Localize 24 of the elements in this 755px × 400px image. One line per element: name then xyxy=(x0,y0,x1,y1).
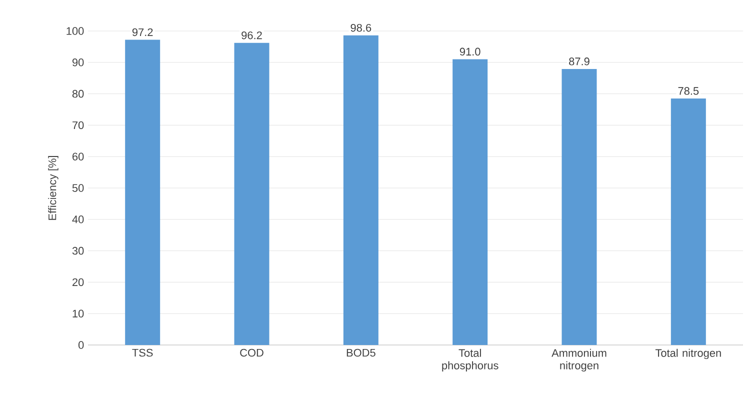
y-axis-title: Efficiency [%] xyxy=(48,156,58,220)
data-label: 78.5 xyxy=(678,87,699,95)
y-tick-label: 20 xyxy=(72,278,84,286)
y-tick-label: 40 xyxy=(72,216,84,224)
x-tick-label: COD xyxy=(240,348,264,357)
x-tick-label: BOD5 xyxy=(346,348,376,357)
y-tick-label: 100 xyxy=(66,27,84,35)
y-tick-label: 60 xyxy=(72,152,84,160)
y-tick-label: 70 xyxy=(72,121,84,130)
x-tick-label: Total nitrogen xyxy=(655,348,721,360)
x-tick-label: Total phosphorus xyxy=(442,348,498,372)
y-tick-label: 90 xyxy=(72,58,84,66)
data-label: 97.2 xyxy=(132,28,153,36)
y-tick-label: 30 xyxy=(72,246,84,255)
y-tick-label: 0 xyxy=(78,341,84,349)
data-label: 96.2 xyxy=(242,31,262,40)
data-label: 87.9 xyxy=(569,58,590,66)
data-label: 91.0 xyxy=(460,48,480,56)
x-tick-label: Ammonium nitrogen xyxy=(552,348,606,372)
x-tick-label: TSS xyxy=(132,348,153,357)
y-tick-label: 10 xyxy=(72,310,84,318)
data-label: 98.6 xyxy=(350,24,372,32)
y-tick-label: 50 xyxy=(72,184,84,192)
y-tick-label: 80 xyxy=(72,90,84,98)
